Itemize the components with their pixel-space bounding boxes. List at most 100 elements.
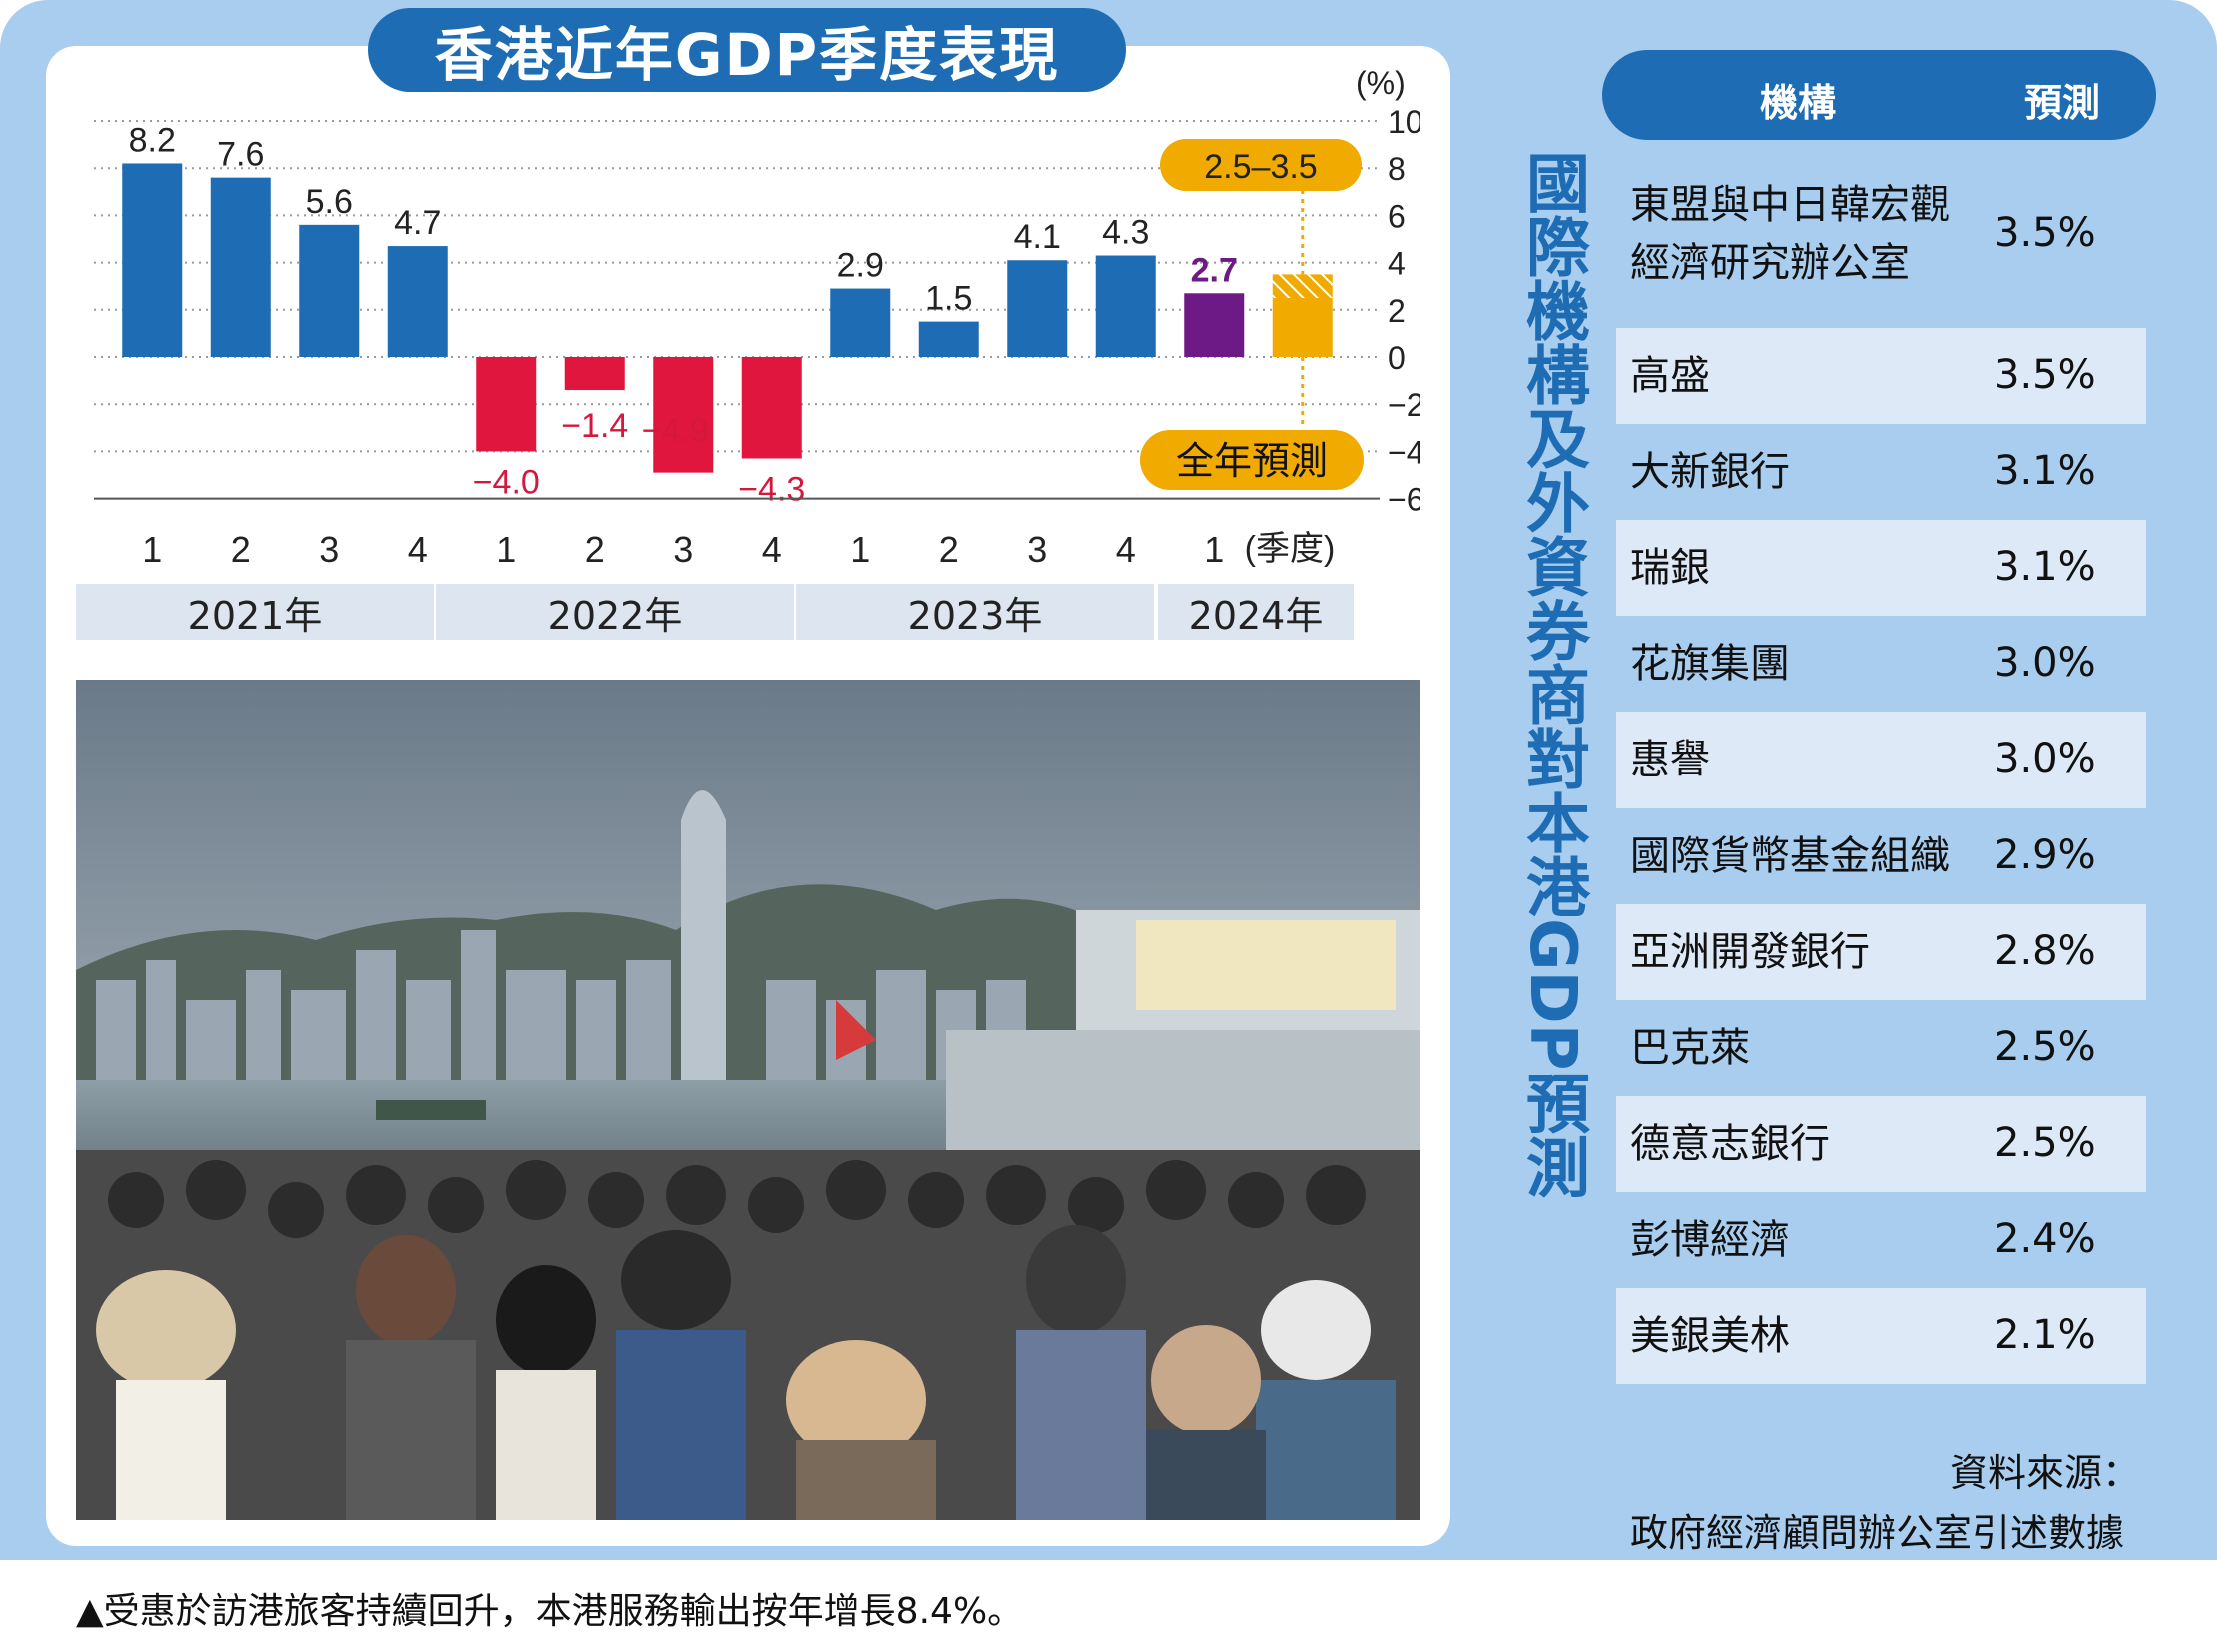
row-forecast: 3.5%	[1994, 352, 2096, 398]
quarter-tick-label: 1	[142, 529, 162, 570]
row-forecast: 3.5%	[1994, 210, 2096, 256]
quarter-tick-label: 2	[939, 529, 959, 570]
unit-label: (%)	[1356, 65, 1406, 101]
bar-value-label: 5.6	[306, 183, 353, 221]
y-tick-label: −2	[1388, 387, 1420, 423]
row-org-line: 大新銀行	[1630, 449, 1790, 495]
table-row: 瑞銀 3.1%	[1616, 520, 2146, 616]
header-org: 機構	[1760, 81, 1837, 125]
year-band: 2021年	[76, 584, 434, 640]
source-label: 資料來源：	[1950, 1451, 2141, 1495]
y-tick-label: −6	[1388, 482, 1420, 518]
row-org-line: 惠譽	[1630, 737, 1710, 783]
row-org: 彭博經濟	[1630, 1211, 1790, 1269]
row-org: 亞洲開發銀行	[1630, 923, 1870, 981]
bar-value-label: 7.6	[217, 136, 264, 174]
bar-value-label: 1.5	[925, 280, 972, 318]
year-band: 2022年	[436, 584, 794, 640]
table-title: 國際機構及外資券商對本港GDP預測	[1515, 150, 1589, 1199]
row-org-line: 瑞銀	[1630, 545, 1710, 591]
table-row: 國際貨幣基金組織 2.9%	[1616, 808, 2146, 904]
forecast-range-bar	[1272, 274, 1333, 298]
row-org-line: 經濟研究辦公室	[1630, 240, 1910, 286]
row-org-line: 巴克萊	[1630, 1025, 1750, 1071]
quarter-tick-label: 3	[319, 529, 339, 570]
row-org: 惠譽	[1630, 731, 1710, 789]
bar-value-label: −4.0	[473, 463, 540, 501]
table-row: 高盛 3.5%	[1616, 328, 2146, 424]
row-org: 美銀美林	[1630, 1307, 1790, 1365]
row-forecast: 3.0%	[1994, 736, 2096, 782]
y-tick-label: 8	[1388, 151, 1406, 187]
row-org: 德意志銀行	[1630, 1115, 1830, 1173]
table-row: 彭博經濟 2.4%	[1616, 1192, 2146, 1288]
chart-title: 香港近年GDP季度表現	[368, 8, 1126, 92]
table-row: 德意志銀行 2.5%	[1616, 1096, 2146, 1192]
quarter-axis-label: (季度)	[1245, 530, 1336, 568]
table-row: 亞洲開發銀行 2.8%	[1616, 904, 2146, 1000]
photo-caption: ▲受惠於訪港旅客持續回升，本港服務輸出按年增長8.4%。	[76, 1591, 1024, 1632]
forecast-tag-badge	[1140, 430, 1364, 490]
row-forecast: 2.1%	[1994, 1312, 2096, 1358]
row-org: 高盛	[1630, 347, 1710, 405]
row-org-line: 高盛	[1630, 353, 1710, 399]
row-org: 花旗集團	[1630, 635, 1790, 693]
y-tick-label: 0	[1388, 340, 1406, 376]
quarter-tick-label: 3	[673, 529, 693, 570]
row-forecast: 3.1%	[1994, 544, 2096, 590]
row-forecast: 2.5%	[1994, 1024, 2096, 1070]
row-org-line: 德意志銀行	[1630, 1121, 1830, 1167]
row-org: 巴克萊	[1630, 1019, 1750, 1077]
row-org-line: 彭博經濟	[1630, 1217, 1790, 1263]
table-row: 巴克萊 2.5%	[1616, 1000, 2146, 1096]
quarter-tick-label: 1	[496, 529, 516, 570]
row-forecast: 2.9%	[1994, 832, 2096, 878]
y-tick-label: 6	[1388, 198, 1406, 234]
quarter-tick-label: 1	[1204, 529, 1224, 570]
gdp-bar	[830, 288, 891, 357]
y-tick-label: 4	[1388, 246, 1406, 282]
row-org-line: 花旗集團	[1630, 641, 1790, 687]
year-band: 2023年	[796, 584, 1154, 640]
quarter-tick-label: 4	[1116, 529, 1136, 570]
y-tick-label: −4	[1388, 434, 1420, 470]
gdp-bar	[741, 357, 802, 459]
bar-value-label: 4.1	[1014, 218, 1061, 256]
gdp-bar	[387, 246, 448, 357]
gdp-bar	[1007, 260, 1068, 357]
row-org-line: 亞洲開發銀行	[1630, 929, 1870, 975]
gdp-bar	[1184, 293, 1245, 357]
harbour-photo	[76, 680, 1420, 1520]
row-forecast: 2.5%	[1994, 1120, 2096, 1166]
gdp-bar	[299, 224, 360, 357]
gdp-bar	[918, 321, 979, 357]
table-row: 大新銀行 3.1%	[1616, 424, 2146, 520]
row-forecast: 2.8%	[1994, 928, 2096, 974]
gdp-chart: 8.2 7.6 5.6 4.7 −4.0 −1.4 −4.9 −4.3 2.9 1.5 4.1 4.3…	[94, 65, 1420, 570]
table-row: 花旗集團 3.0%	[1616, 616, 2146, 712]
table-header: 機構 預測	[1602, 50, 2156, 140]
row-forecast: 3.0%	[1994, 640, 2096, 686]
gdp-bar	[210, 177, 271, 357]
quarter-tick-label: 4	[762, 529, 782, 570]
quarter-tick-label: 4	[408, 529, 428, 570]
gdp-bar	[564, 357, 625, 391]
row-forecast: 2.4%	[1994, 1216, 2096, 1262]
bar-value-label: 4.3	[1102, 214, 1149, 252]
gdp-bar	[476, 357, 537, 452]
table-row: 惠譽 3.0%	[1616, 712, 2146, 808]
row-org: 國際貨幣基金組織	[1630, 827, 1950, 885]
bar-value-label: 2.9	[837, 247, 884, 285]
bar-value-label: 4.7	[394, 204, 441, 242]
bar-value-label: −1.4	[561, 407, 628, 445]
quarter-tick-label: 2	[231, 529, 251, 570]
quarter-tick-label: 1	[850, 529, 870, 570]
table-row: 東盟與中日韓宏觀 經濟研究辦公室 3.5%	[1616, 140, 2146, 328]
forecast-range-badge	[1160, 139, 1362, 191]
gdp-bar	[122, 163, 183, 357]
bar-value-label: −4.9	[642, 412, 709, 450]
row-org: 大新銀行	[1630, 443, 1790, 501]
row-forecast: 3.1%	[1994, 448, 2096, 494]
bar-value-label: 2.7	[1191, 251, 1238, 289]
gdp-bar	[1095, 255, 1156, 357]
